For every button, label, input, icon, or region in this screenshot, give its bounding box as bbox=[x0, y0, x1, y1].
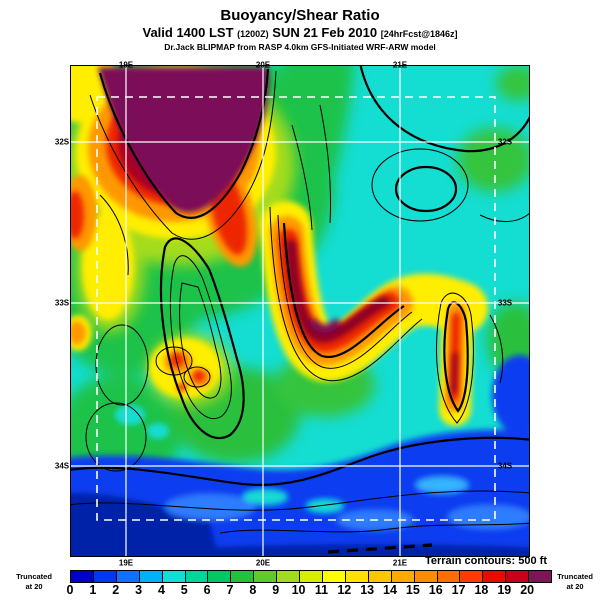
field-purple-zones bbox=[98, 67, 458, 394]
colorbar-tick-label: 1 bbox=[89, 583, 97, 597]
valid-time-line: Valid 1400 LST (1200Z) SUN 21 Feb 2010 [… bbox=[0, 25, 600, 40]
lon-tick-bottom: 19E bbox=[118, 558, 134, 568]
colorbar-tick-label: 4 bbox=[157, 583, 165, 597]
colorbar-tick-label: 11 bbox=[314, 583, 329, 597]
terrain-contours bbox=[70, 65, 530, 554]
lon-tick-top: 19E bbox=[118, 60, 134, 70]
truncated-note-left: Truncated at 20 bbox=[16, 572, 52, 591]
colorbar-tick-label: 16 bbox=[428, 583, 443, 597]
colorbar-tick-label: 9 bbox=[272, 583, 280, 597]
colorbar-tick-label: 17 bbox=[451, 583, 466, 597]
colorbar-tick-label: 2 bbox=[112, 583, 120, 597]
colorbar-segment bbox=[300, 571, 323, 582]
model-attribution-line: Dr.Jack BLIPMAP from RASP 4.0km GFS-Init… bbox=[164, 42, 436, 52]
colorbar-tick-label: 0 bbox=[66, 583, 74, 597]
colorbar-segment bbox=[162, 571, 186, 582]
lon-tick-bottom: 21E bbox=[392, 558, 408, 568]
colorbar-segment bbox=[391, 571, 415, 582]
colorbar-tick-label: 14 bbox=[383, 583, 397, 597]
map-border bbox=[70, 65, 530, 557]
domain-dashed-box bbox=[96, 96, 496, 521]
valid-date: SUN 21 Feb 2010 bbox=[272, 25, 378, 40]
valid-forecast-tag: [24hrFcst@1846z] bbox=[380, 29, 458, 39]
lat-tick-left: 33S bbox=[54, 298, 70, 308]
colorbar-segment bbox=[414, 571, 438, 582]
lat-tick-left: 34S bbox=[54, 461, 70, 471]
valid-zulu-time: (1200Z) bbox=[237, 29, 269, 39]
colorbar-tick-label: 13 bbox=[360, 583, 375, 597]
colorbar-tick-label: 5 bbox=[180, 583, 188, 597]
colorbar-segment bbox=[506, 571, 530, 582]
colorbar-segment bbox=[277, 571, 301, 582]
colorbar-tick-label: 15 bbox=[405, 583, 420, 597]
colorbar-segment bbox=[345, 571, 369, 582]
lon-tick-top: 21E bbox=[392, 60, 408, 70]
colorbar bbox=[70, 570, 552, 583]
lat-tick-right: 33S bbox=[497, 298, 513, 308]
colorbar-segment bbox=[93, 571, 117, 582]
colorbar-tick-label: 8 bbox=[249, 583, 257, 597]
map-frame bbox=[70, 65, 530, 557]
colorbar-segment bbox=[322, 571, 346, 582]
latlon-grid bbox=[70, 65, 530, 557]
colorbar-segment bbox=[460, 571, 484, 582]
colorbar-segment bbox=[139, 571, 163, 582]
page-title: Buoyancy/Shear Ratio bbox=[220, 7, 380, 24]
colorbar-segment bbox=[254, 571, 278, 582]
valid-prefix: Valid 1400 LST bbox=[142, 25, 234, 40]
colorbar-tick-label: 12 bbox=[337, 583, 352, 597]
colorbar-segment bbox=[231, 571, 255, 582]
colorbar-tick-label: 7 bbox=[226, 583, 234, 597]
lat-tick-right: 34S bbox=[497, 461, 513, 471]
colorbar-segment bbox=[437, 571, 461, 582]
colorbar-segment bbox=[368, 571, 392, 582]
map-canvas bbox=[70, 65, 530, 557]
colorbar-segment bbox=[71, 571, 94, 582]
colorbar-tick-label: 18 bbox=[474, 583, 489, 597]
colorbar-tick-label: 3 bbox=[135, 583, 143, 597]
colorbar-tick-label: 19 bbox=[497, 583, 512, 597]
colorbar-tick-label: 20 bbox=[520, 583, 535, 597]
colorbar-tick-label: 6 bbox=[203, 583, 211, 597]
lat-tick-right: 32S bbox=[497, 137, 513, 147]
colorbar-tick-label: 10 bbox=[291, 583, 306, 597]
lat-tick-left: 32S bbox=[54, 137, 70, 147]
colorbar-segment bbox=[185, 571, 209, 582]
lon-tick-top: 20E bbox=[255, 60, 271, 70]
lon-tick-bottom: 20E bbox=[255, 558, 271, 568]
colorbar-segment bbox=[529, 571, 552, 582]
truncated-note-right: Truncated at 20 bbox=[557, 572, 593, 591]
terrain-contour-note: Terrain contours: 500 ft bbox=[424, 555, 547, 567]
colorbar-segment bbox=[483, 571, 507, 582]
colorbar-segment bbox=[208, 571, 232, 582]
colorbar-segment bbox=[116, 571, 140, 582]
